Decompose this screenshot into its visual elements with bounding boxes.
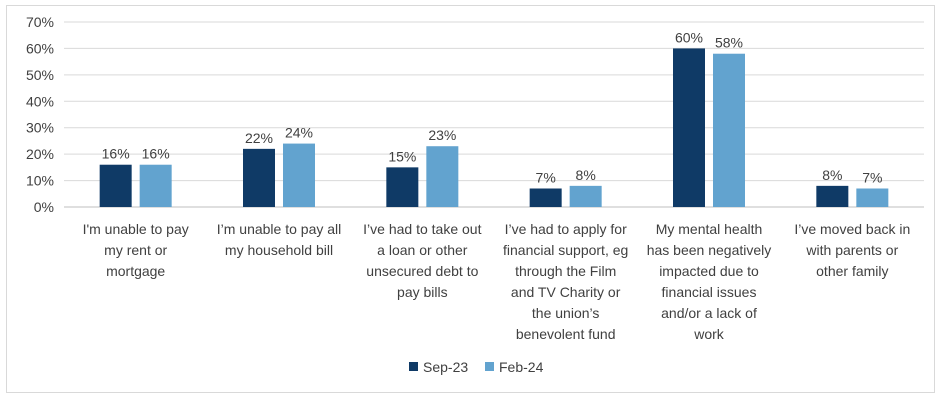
category-label: my household bill (225, 242, 333, 258)
data-label: 15% (388, 148, 416, 164)
bar-chart: 0% 10% 20% 30% 40% 50% 60% 70% 16% 16% I'm unable … (26, 14, 924, 375)
legend-swatch (485, 362, 494, 371)
data-label: 16% (142, 146, 170, 162)
category-label: through the Film (515, 263, 616, 279)
y-tick-label: 40% (26, 93, 54, 109)
category-label: a loan or other (377, 242, 468, 258)
y-tick-label: 60% (26, 40, 54, 56)
category-label: mortgage (106, 263, 165, 279)
category-label: I’ve moved back in (794, 221, 910, 237)
legend-swatch (409, 362, 418, 371)
category-label: financial support, eg (503, 242, 628, 258)
category-label: and/or a lack of (661, 305, 757, 321)
bar-feb-24 (283, 143, 315, 207)
bar-feb-24 (426, 146, 459, 207)
bar-feb-24 (713, 53, 745, 207)
data-label: 7% (536, 170, 556, 186)
category-label: pay bills (397, 284, 448, 300)
data-label: 7% (862, 170, 882, 186)
data-label: 22% (245, 130, 273, 146)
y-tick-label: 50% (26, 67, 54, 83)
category-label: with parents or (805, 242, 898, 258)
category-label: other family (816, 263, 888, 279)
legend-label: Feb-24 (499, 359, 544, 375)
data-label: 58% (715, 35, 743, 51)
category-label: impacted due to (659, 263, 759, 279)
data-label: 23% (428, 127, 456, 143)
data-label: 16% (102, 146, 130, 162)
data-label: 24% (285, 125, 313, 141)
category-label: I’ve had to take out (363, 221, 481, 237)
category-label: has been negatively (647, 242, 772, 258)
bar-sep-23 (386, 167, 419, 207)
category-label: unsecured debt to (366, 263, 478, 279)
category-label: and TV Charity or (511, 284, 621, 300)
category-label: financial issues (662, 284, 757, 300)
bar-sep-23 (99, 164, 132, 207)
bar-sep-23 (816, 185, 849, 207)
bar-sep-23 (673, 48, 705, 207)
bar-feb-24 (856, 188, 889, 207)
data-label: 60% (675, 29, 703, 45)
y-tick-label: 20% (26, 146, 54, 162)
bar-sep-23 (243, 148, 275, 207)
y-tick-label: 10% (26, 173, 54, 189)
y-tick-label: 30% (26, 120, 54, 136)
chart-frame: 0% 10% 20% 30% 40% 50% 60% 70% 16% 16% I'm unable … (6, 5, 935, 393)
category-label: work (693, 326, 725, 342)
data-label: 8% (822, 167, 842, 183)
category-label: benevolent fund (516, 326, 616, 342)
category-label: My mental health (656, 221, 763, 237)
legend-label: Sep-23 (423, 359, 468, 375)
bar-feb-24 (139, 164, 172, 207)
bar-sep-23 (529, 188, 562, 207)
y-tick-label: 70% (26, 14, 54, 30)
bar-feb-24 (569, 185, 602, 207)
category-label: my rent or (104, 242, 167, 258)
category-label: I’ve had to apply for (505, 221, 628, 237)
data-label: 8% (576, 167, 596, 183)
y-tick-label: 0% (34, 199, 54, 215)
category-label: I'm unable to pay (83, 221, 189, 237)
category-label: I’m unable to pay all (217, 221, 342, 237)
category-label: the union’s (532, 305, 599, 321)
